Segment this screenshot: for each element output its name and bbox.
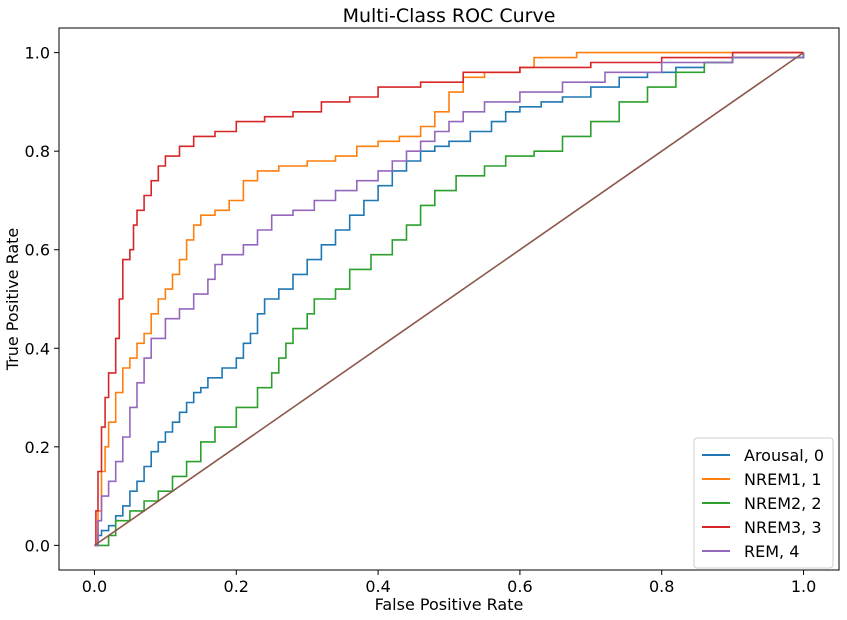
y-axis-label: True Positive Rate [3, 228, 22, 372]
series-line-2 [94, 52, 805, 547]
y-tick-label: 0.4 [25, 339, 50, 358]
y-tick-label: 0.2 [25, 438, 50, 457]
x-tick-label: 0.2 [224, 577, 249, 596]
x-tick-label: 0.4 [365, 577, 390, 596]
x-tick-label: 0.6 [507, 577, 532, 596]
legend: Arousal, 0 NREM1, 1 NREM2, 2 NREM3, 3 REM, 4 [693, 437, 834, 569]
x-tick-label: 1.0 [791, 577, 816, 596]
series-line-0 [94, 52, 805, 547]
series-line-5 [94, 51, 804, 547]
y-tick-label: 0.8 [25, 142, 50, 161]
series-line-3 [94, 51, 804, 547]
plot-frame [58, 27, 840, 571]
legend-label: NREM1, 1 [744, 470, 822, 489]
series-line-4 [94, 52, 805, 547]
series-line-1 [94, 51, 804, 547]
legend-label: NREM3, 3 [744, 518, 822, 537]
chart-title: Multi-Class ROC Curve [343, 5, 556, 27]
x-tick-label: 0.0 [82, 577, 107, 596]
legend-label: NREM2, 2 [744, 494, 822, 513]
legend-label: Arousal, 0 [744, 446, 824, 465]
y-tick-label: 0.6 [25, 241, 50, 260]
plot-area [94, 51, 805, 547]
y-tick-label: 0.0 [25, 536, 50, 555]
legend-label: REM, 4 [744, 542, 799, 561]
y-axis-ticks: 0.0 0.2 0.4 0.6 0.8 1.0 [25, 44, 59, 555]
x-tick-label: 0.8 [649, 577, 674, 596]
legend-box [693, 437, 834, 569]
x-axis-ticks: 0.0 0.2 0.4 0.6 0.8 1.0 [82, 570, 816, 596]
x-axis-label: False Positive Rate [375, 595, 524, 614]
y-tick-label: 1.0 [25, 44, 50, 63]
